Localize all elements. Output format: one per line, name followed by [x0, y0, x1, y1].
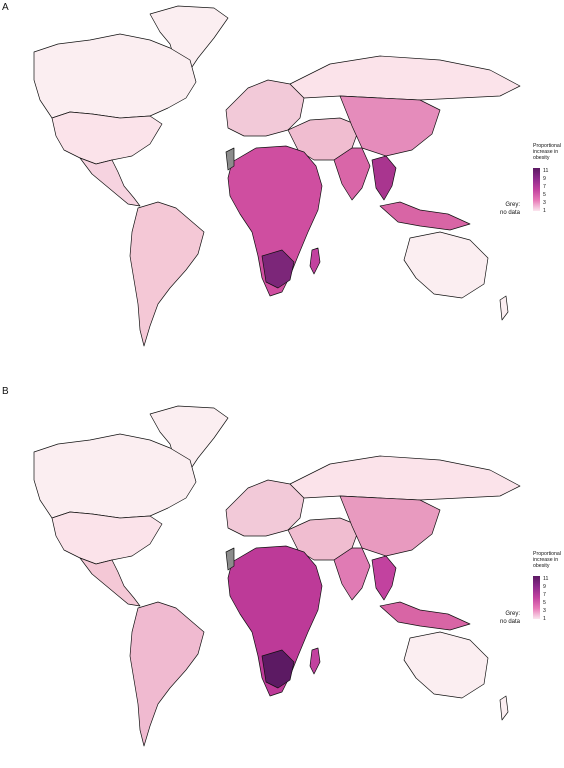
legend-tick: 9 [543, 584, 546, 590]
legend-tick: 1 [543, 616, 546, 622]
region-east-asia [339, 495, 441, 557]
region-southern-africa [261, 249, 295, 289]
region-russia [289, 55, 521, 101]
panel-label: B [2, 386, 9, 397]
panel-label: A [2, 2, 9, 13]
legend-tick: 3 [543, 608, 546, 614]
region-southern-africa [261, 649, 295, 689]
legend-tick: 9 [543, 176, 546, 182]
region-east-asia [339, 95, 441, 157]
region-australia [403, 631, 489, 699]
region-europe [225, 479, 305, 537]
world-choropleth-map [33, 405, 521, 747]
region-no-data [225, 147, 235, 171]
region-new-zealand [499, 295, 509, 321]
region-south-asia [333, 147, 371, 201]
region-mexico [79, 157, 141, 207]
legend-tick: 7 [543, 184, 546, 190]
legend: Proportional increase in obesity 11 9 7 … [533, 551, 564, 622]
map-panel-a: A [2, 2, 564, 347]
region-south-america [129, 201, 205, 347]
region-greenland [149, 405, 229, 477]
region-madagascar [309, 647, 321, 675]
no-data-sublabel: no data [500, 619, 521, 625]
legend-title: Proportional increase in obesity [533, 551, 561, 569]
legend-tick: 11 [543, 168, 549, 174]
no-data-sublabel: no data [500, 210, 521, 216]
world-choropleth-map [33, 5, 521, 347]
region-southeast-asia [371, 155, 397, 201]
region-usa [51, 111, 163, 165]
legend-tick: 7 [543, 592, 546, 598]
region-canada [33, 433, 197, 519]
region-new-zealand [499, 695, 509, 721]
region-russia [289, 455, 521, 501]
region-indonesia [379, 601, 471, 631]
region-greenland [149, 5, 229, 77]
region-south-america [129, 601, 205, 747]
legend-tick: 5 [543, 600, 546, 606]
no-data-note: Grey: no data [500, 201, 520, 217]
region-indonesia [379, 201, 471, 231]
region-south-asia [333, 547, 371, 601]
no-data-note: Grey: no data [500, 610, 520, 626]
region-madagascar [309, 247, 321, 275]
region-canada [33, 33, 197, 119]
region-mexico [79, 557, 141, 607]
legend-title: Proportional increase in obesity [533, 143, 561, 161]
legend-color-bar [533, 576, 540, 619]
no-data-label: Grey: [505, 202, 521, 208]
region-australia [403, 231, 489, 299]
legend-tick: 1 [543, 208, 546, 214]
no-data-label: Grey: [505, 611, 521, 617]
region-usa [51, 511, 163, 565]
region-europe [225, 79, 305, 137]
region-southeast-asia [371, 555, 397, 601]
map-panel-b: B Proportional increase in obesity 11 [0, 384, 564, 768]
legend-color-bar [533, 168, 540, 211]
legend-tick: 5 [543, 192, 546, 198]
legend-tick: 3 [543, 200, 546, 206]
region-no-data [225, 547, 235, 571]
legend-tick: 11 [543, 576, 549, 582]
legend: Proportional increase in obesity 11 9 7 … [533, 143, 564, 214]
